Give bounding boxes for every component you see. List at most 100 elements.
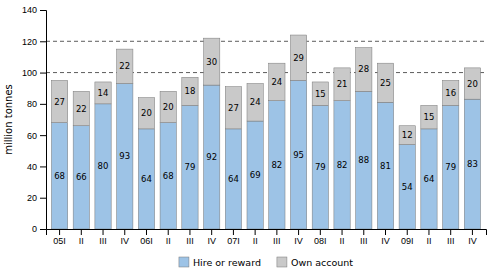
x-tick-mark: [81, 229, 82, 235]
data-labels: 6866809364687992646982957982888154647983…: [54, 53, 478, 192]
y-tick-mark: [40, 166, 46, 167]
data-label: 79: [315, 162, 326, 172]
data-label: 54: [402, 182, 413, 192]
y-tick-label: 120: [22, 37, 37, 47]
bar: [356, 91, 372, 229]
x-tick-mark: [276, 229, 277, 235]
legend: Hire or rewardOwn account: [179, 257, 353, 268]
x-tick: III: [273, 229, 281, 246]
data-label: 20: [163, 102, 174, 112]
data-label: 20: [141, 108, 152, 118]
x-tick: II: [426, 229, 431, 246]
y-tick-label: 40: [27, 162, 37, 172]
x-tick-label: II: [166, 236, 171, 246]
x-axis-line: [47, 230, 487, 236]
x-tick-label: IV: [468, 236, 477, 246]
x-tick-label: II: [340, 236, 345, 246]
y-tick-label: 20: [27, 193, 37, 203]
x-tick-label: IV: [381, 236, 390, 246]
bar: [269, 101, 285, 229]
legend-item: Hire or reward: [179, 257, 261, 268]
x-tick-mark: [146, 229, 147, 235]
x-tick-label: 06I: [140, 236, 153, 246]
bar: [334, 101, 350, 229]
data-label: 15: [315, 89, 326, 99]
x-tick: IV: [381, 229, 390, 246]
bar: [312, 105, 328, 229]
x-tick: II: [166, 229, 171, 246]
x-tick-mark: [124, 229, 125, 235]
y-tick: 40: [27, 162, 46, 172]
data-label: 28: [358, 64, 369, 74]
x-tick: 05I: [53, 229, 66, 246]
data-label: 22: [119, 61, 130, 71]
y-tick: 120: [22, 37, 46, 47]
data-label: 82: [337, 160, 348, 170]
x-tick: IV: [207, 229, 216, 246]
data-label: 80: [98, 161, 109, 171]
data-label: 68: [163, 171, 174, 181]
y-tick-mark: [40, 198, 46, 199]
data-label: 29: [293, 53, 304, 63]
x-tick: II: [79, 229, 84, 246]
y-tick-label: 100: [22, 68, 37, 78]
data-label: 64: [141, 174, 152, 184]
y-tick-mark: [40, 135, 46, 136]
x-tick: III: [186, 229, 194, 246]
reference-line: [46, 72, 486, 73]
y-tick-mark: [40, 10, 46, 11]
y-tick-label: 60: [27, 131, 37, 141]
bar: [95, 82, 111, 104]
y-axis-line: [40, 11, 47, 230]
data-label: 66: [76, 172, 87, 182]
y-tick-mark: [40, 104, 46, 105]
data-label: 24: [271, 77, 282, 87]
x-tick-label: II: [253, 236, 258, 246]
x-tick: IV: [294, 229, 303, 246]
data-label: 68: [54, 171, 65, 181]
bar: [117, 49, 133, 83]
bar: [73, 126, 89, 229]
data-label: 25: [380, 78, 391, 88]
y-tick: 100: [22, 68, 46, 78]
x-axis: 05IIIIIIIV06IIIIIIIV07IIIIIIIV08IIIIIIIV…: [47, 229, 487, 246]
x-tick-label: 08I: [314, 236, 327, 246]
x-tick: III: [99, 229, 107, 246]
data-label: 88: [358, 155, 369, 165]
data-label: 27: [54, 97, 65, 107]
bar: [377, 102, 393, 229]
bar: [464, 99, 480, 229]
y-tick-label: 80: [27, 99, 37, 109]
bar: [51, 80, 67, 122]
bar: [290, 80, 306, 229]
bar: [182, 105, 198, 229]
bar: [160, 123, 176, 229]
y-axis-title: million tonnes: [3, 84, 14, 155]
x-tick: II: [340, 229, 345, 246]
x-tick: IV: [121, 229, 130, 246]
x-tick-mark: [472, 229, 473, 235]
x-tick-label: 05I: [53, 236, 66, 246]
bar: [138, 98, 154, 129]
x-tick: 06I: [140, 229, 153, 246]
data-label: 92: [206, 152, 217, 162]
bar: [247, 121, 263, 229]
x-tick-label: IV: [294, 236, 303, 246]
y-tick-label: 140: [22, 5, 37, 15]
data-label: 79: [185, 162, 196, 172]
y-tick-mark: [40, 229, 46, 230]
data-label: 83: [467, 159, 478, 169]
x-tick-label: IV: [121, 236, 130, 246]
data-label: 14: [98, 88, 109, 98]
bar: [399, 145, 415, 229]
x-tick-mark: [168, 229, 169, 235]
x-tick-label: III: [186, 236, 194, 246]
bar: [421, 129, 437, 229]
x-tick-label: 07I: [227, 236, 240, 246]
x-tick-label: III: [273, 236, 281, 246]
data-label: 79: [445, 162, 456, 172]
x-tick-label: III: [360, 236, 368, 246]
x-tick-label: II: [426, 236, 431, 246]
x-tick: II: [253, 229, 258, 246]
bar: [269, 63, 285, 101]
